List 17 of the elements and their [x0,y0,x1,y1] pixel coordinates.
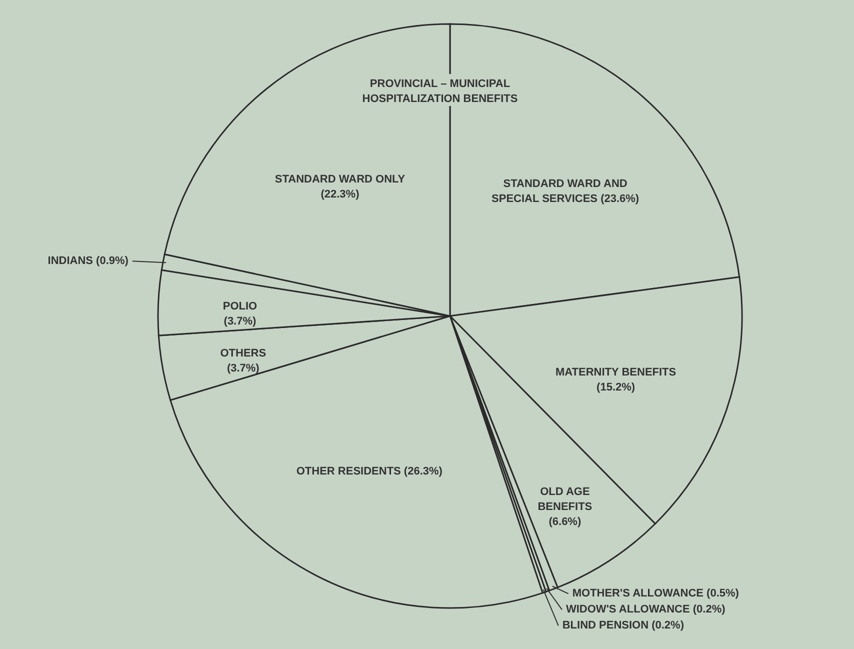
data-label: (3.7%) [224,315,257,328]
slice-label: OTHERS [220,348,266,360]
slice-label: INDIANS (0.9%) [48,255,129,268]
slice-label: MOTHER'S ALLOWANCE (0.5%) [572,588,740,600]
slice-label: POLIO [222,300,258,312]
data-label: (3.7%) [226,362,260,375]
data-label: (15.2%) [596,382,636,394]
slice-label: STANDARD WARD AND SPECIAL SERVICES (23.6%) [492,178,640,206]
slice-label: STANDARD WARD ONLY [274,174,406,186]
text: PROVINCIAL – MUNICIPAL HOSPITALIZATION BENEFITS [362,78,518,105]
slice-label: OTHER RESIDENTS (26.3%) [296,466,443,478]
data-label: (22.3%) [320,188,360,201]
slice-label: OLD AGE BENEFITS [538,486,592,514]
slice-label: WIDOW'S ALLOWANCE (0.2%) [566,604,726,616]
data-label: (6.6%) [548,516,582,528]
slice-label: MATERNITY BENEFITS [556,366,676,379]
slice-label: BLIND PENSION (0.2%) [562,620,684,632]
